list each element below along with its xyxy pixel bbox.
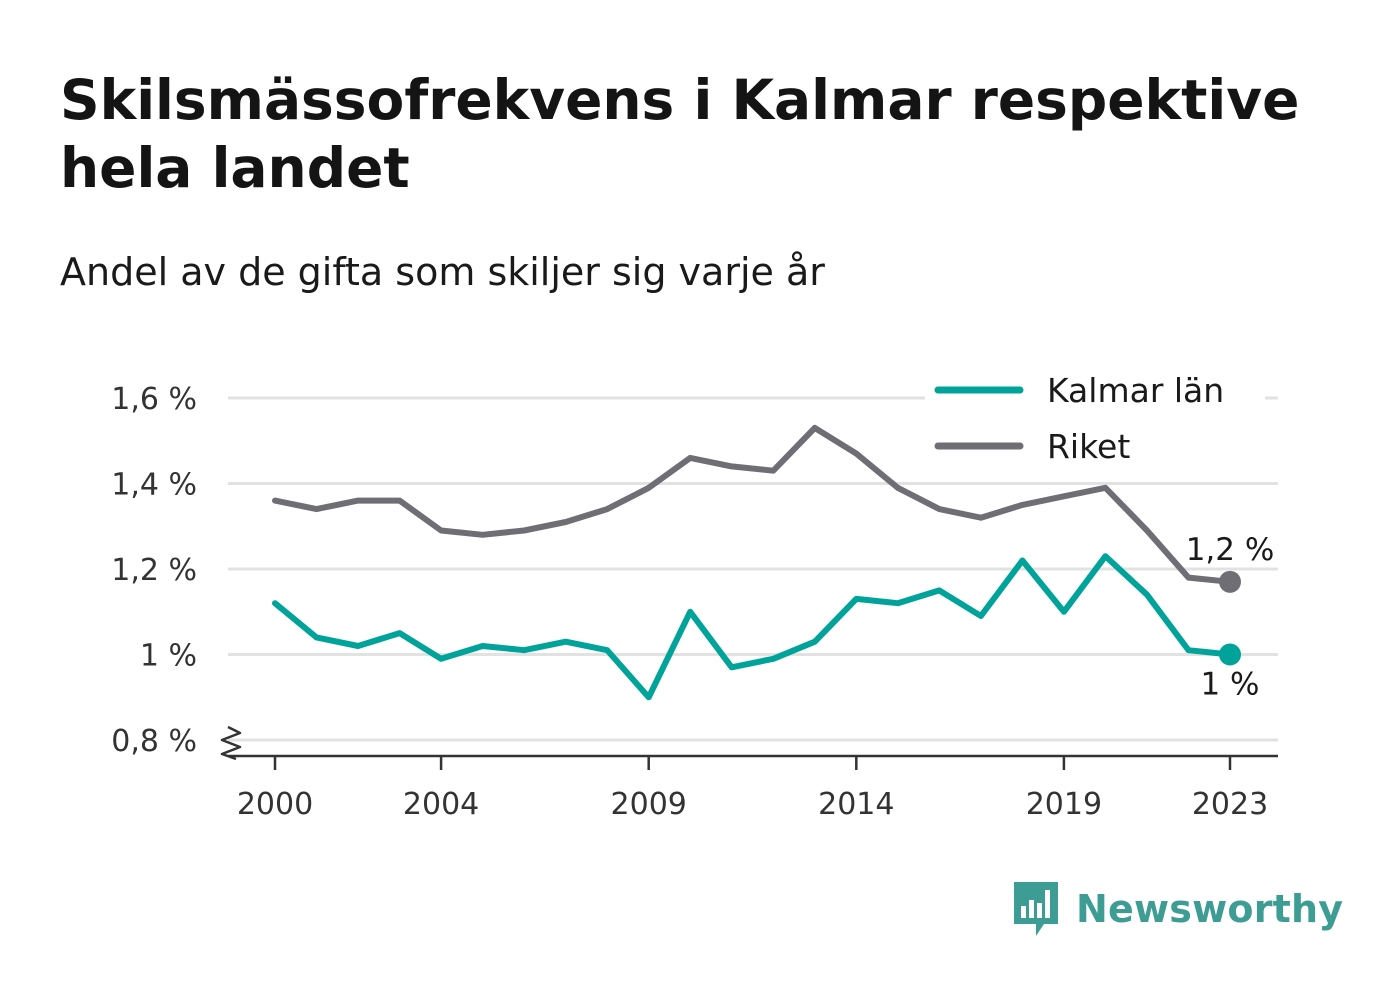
- y-tick-label: 1,6 %: [111, 382, 197, 417]
- chart-subtitle: Andel av de gifta som skiljer sig varje …: [60, 250, 825, 294]
- end-point-riket: [1219, 570, 1241, 593]
- end-point-kalmar-län: [1219, 643, 1241, 666]
- y-tick-label: 1,4 %: [111, 468, 197, 503]
- x-tick-label: 2023: [1192, 787, 1268, 822]
- legend-label-riket: Riket: [1047, 427, 1130, 466]
- legend-label-kalmar-län: Kalmar län: [1047, 371, 1224, 410]
- x-tick-label: 2000: [237, 787, 313, 822]
- bar-chart-speech-icon: [1014, 882, 1058, 936]
- chart-title: Skilsmässofrekvens i Kalmar respektive h…: [60, 68, 1300, 200]
- y-tick-label: 0,8 %: [111, 724, 197, 759]
- series-line-riket: [272, 424, 1233, 585]
- end-label-kalmar-län: 1 %: [1200, 667, 1259, 703]
- series-line-kalmar-län: [272, 553, 1233, 701]
- newsworthy-brand: Newsworthy: [1010, 878, 1343, 940]
- brand-name: Newsworthy: [1076, 887, 1344, 931]
- y-tick-label: 1,2 %: [111, 553, 197, 588]
- x-tick-label: 2019: [1026, 787, 1102, 822]
- axis-break-icon: [220, 725, 242, 761]
- x-tick-label: 2009: [611, 787, 687, 822]
- end-label-riket: 1,2 %: [1186, 532, 1275, 568]
- legend-background: [925, 366, 1265, 478]
- y-tick-label: 1 %: [140, 639, 197, 674]
- x-tick-label: 2004: [403, 787, 479, 822]
- x-tick-label: 2014: [818, 787, 894, 822]
